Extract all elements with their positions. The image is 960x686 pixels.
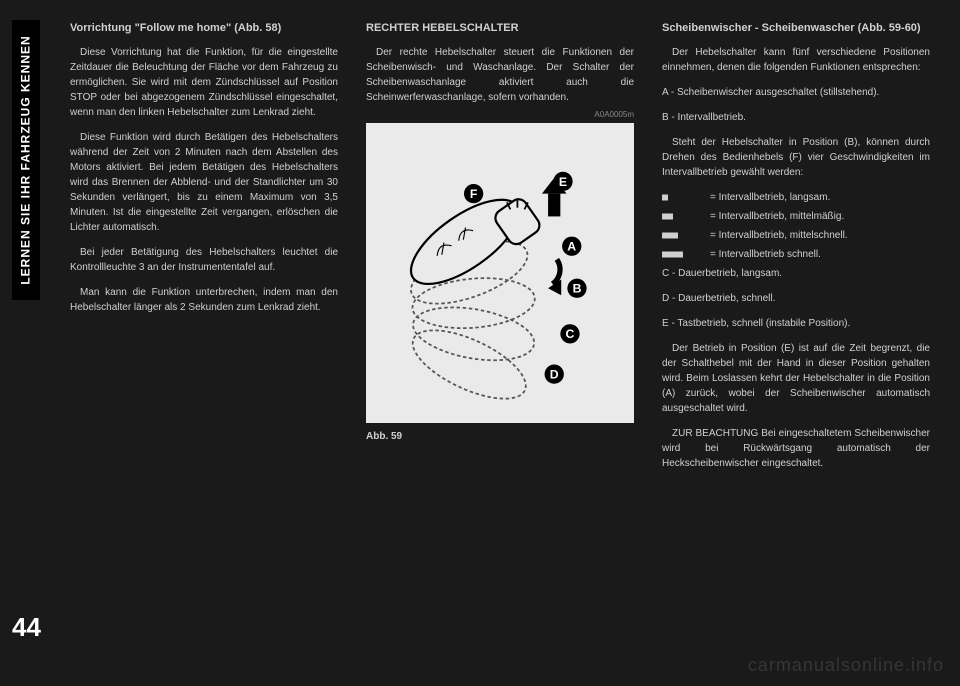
col3-intro: Der Hebelschalter kann fünf verschiedene… xyxy=(662,45,930,75)
col3-C: C - Dauerbetrieb, langsam. xyxy=(662,266,930,281)
figure-refnum: A0A0005m xyxy=(594,109,634,121)
col1-p3: Bei jeder Betätigung des Hebelschalters … xyxy=(70,245,338,275)
col2-heading: RECHTER HEBELSCHALTER xyxy=(366,20,634,37)
figure-caption: Abb. 59 xyxy=(366,429,634,444)
col3-A: A - Scheibenwischer ausgeschaltet (still… xyxy=(662,85,930,100)
svg-text:C: C xyxy=(566,327,575,341)
svg-text:B: B xyxy=(573,282,582,296)
col1-heading: Vorrichtung "Follow me home" (Abb. 58) xyxy=(70,20,338,37)
sidebar-tab: LERNEN SIE IHR FAHRZEUG KENNEN xyxy=(12,20,40,300)
svg-text:D: D xyxy=(550,368,559,382)
watermark: carmanualsonline.info xyxy=(748,655,944,676)
column-3: Scheibenwischer - Scheibenwascher (Abb. … xyxy=(662,20,930,660)
col1-p1: Diese Vorrichtung hat die Funktion, für … xyxy=(70,45,338,120)
svg-text:A: A xyxy=(567,240,576,254)
figure-59: A B C D E F xyxy=(366,123,634,423)
col1-p4: Man kann die Funktion unterbrechen, inde… xyxy=(70,285,338,315)
col1-p2: Diese Funktion wird durch Betätigen des … xyxy=(70,130,338,235)
svg-text:E: E xyxy=(559,175,567,189)
column-2: RECHTER HEBELSCHALTER Der rechte Hebelsc… xyxy=(366,20,634,660)
col3-heading: Scheibenwischer - Scheibenwascher (Abb. … xyxy=(662,20,930,37)
col3-B: B - Intervallbetrieb. xyxy=(662,110,930,125)
col3-D: D - Dauerbetrieb, schnell. xyxy=(662,291,930,306)
col2-p1: Der rechte Hebelschalter steuert die Fun… xyxy=(366,45,634,105)
col3-Bnote: Steht der Hebelschalter in Position (B),… xyxy=(662,135,930,180)
svg-text:F: F xyxy=(470,187,478,201)
lever-diagram-svg: A B C D E F xyxy=(386,145,614,400)
column-1: Vorrichtung "Follow me home" (Abb. 58) D… xyxy=(70,20,338,660)
col3-p3: ZUR BEACHTUNG Bei eingeschaltetem Scheib… xyxy=(662,426,930,471)
sidebar-label: LERNEN SIE IHR FAHRZEUG KENNEN xyxy=(19,35,33,284)
page-content: Vorrichtung "Follow me home" (Abb. 58) D… xyxy=(70,20,930,660)
col3-p2: Der Betrieb in Position (E) ist auf die … xyxy=(662,341,930,416)
col3-E: E - Tastbetrieb, schnell (instabile Posi… xyxy=(662,316,930,331)
speed-list: ■= Intervallbetrieb, langsam. ■■= Interv… xyxy=(662,190,930,262)
page-number: 44 xyxy=(12,612,52,643)
